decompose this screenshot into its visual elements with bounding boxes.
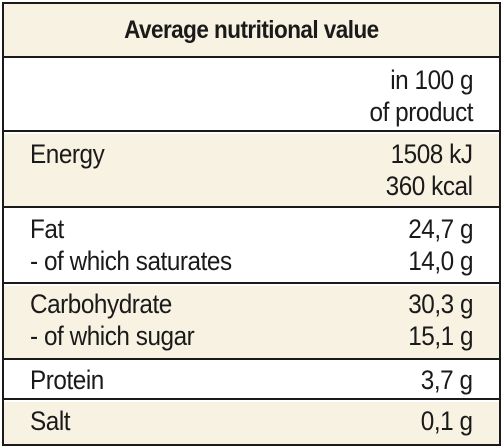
column-header-line-1: in 100 g <box>390 65 473 95</box>
table-row-carbohydrate: Carbohydrate - of which sugar 30,3 g 15,… <box>4 286 499 360</box>
sugar-label: - of which sugar <box>30 321 195 351</box>
salt-value: 0,1 g <box>421 406 473 436</box>
row-value: 30,3 g 15,1 g <box>408 288 473 352</box>
fat-value: 24,7 g <box>408 214 473 244</box>
salt-label: Salt <box>30 406 71 436</box>
energy-kcal-value: 360 kcal <box>386 171 473 201</box>
table-row-energy: Energy 1508 kJ 360 kcal <box>4 134 499 208</box>
protein-label: Protein <box>30 365 104 395</box>
energy-kj-value: 1508 kJ <box>391 139 473 169</box>
row-label: Salt <box>30 405 71 437</box>
row-value: 0,1 g <box>421 405 473 437</box>
carbohydrate-label: Carbohydrate <box>30 289 172 319</box>
row-label: Fat - of which saturates <box>30 213 232 277</box>
table-title: Average nutritional value <box>124 15 379 44</box>
protein-value: 3,7 g <box>421 365 473 395</box>
row-label: Carbohydrate - of which sugar <box>30 288 195 352</box>
table-row-fat: Fat - of which saturates 24,7 g 14,0 g <box>4 210 499 284</box>
row-value: 24,7 g 14,0 g <box>408 213 473 277</box>
row-value: 3,7 g <box>421 364 473 396</box>
fat-label: Fat <box>30 214 64 244</box>
carbohydrate-value: 30,3 g <box>408 289 473 319</box>
saturates-label: - of which saturates <box>30 246 232 276</box>
energy-label: Energy <box>30 139 105 169</box>
row-label: Protein <box>30 364 104 396</box>
column-header-line-2: of product <box>369 97 473 127</box>
column-header-row: in 100 g of product <box>4 60 499 132</box>
saturates-value: 14,0 g <box>408 246 473 276</box>
table-row-protein: Protein 3,7 g <box>4 362 499 400</box>
table-row-salt: Salt 0,1 g <box>4 402 499 444</box>
table-title-row: Average nutritional value <box>4 4 499 58</box>
row-label: Energy <box>30 138 105 170</box>
column-header: in 100 g of product <box>369 64 473 128</box>
row-value: 1508 kJ 360 kcal <box>386 138 473 202</box>
sugar-value: 15,1 g <box>408 321 473 351</box>
